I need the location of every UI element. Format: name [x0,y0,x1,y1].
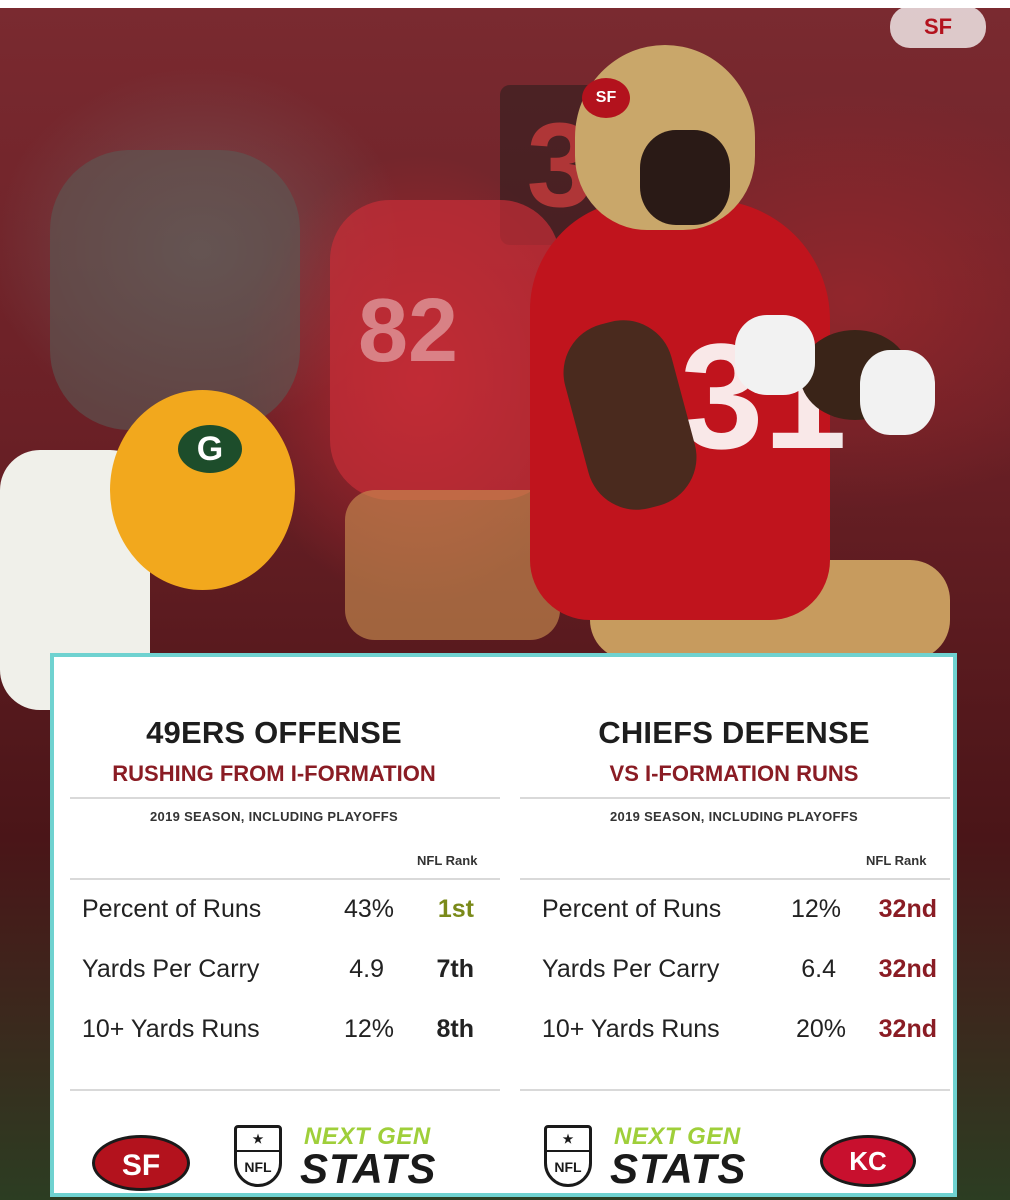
nfl-shield-text: NFL [244,1159,272,1175]
top-border [0,0,1010,8]
background-jersey-number: 82 [358,281,459,381]
stat-label: Yards Per Carry [82,955,260,983]
stat-label: Percent of Runs [542,895,722,923]
right-title: CHIEFS DEFENSE [598,715,870,750]
stat-rank: 32nd [878,1015,937,1043]
right-divider-top [520,797,950,799]
stat-rank: 8th [436,1015,475,1043]
left-divider-mid [70,878,500,880]
nfl-shield-text: NFL [554,1159,582,1175]
stat-value: 12% [790,895,841,923]
left-divider-bottom [70,1089,500,1091]
left-title: 49ERS OFFENSE [146,715,402,750]
left-rank-header: NFL Rank [417,853,478,868]
stat-rank: 1st [437,895,474,923]
stat-value: 6.4 [801,955,836,983]
table-row: 10+ Yards Runs 20% 32nd [514,1015,954,1055]
49ers-logo: SF [92,1135,190,1191]
watermark-logo: SF [890,6,986,48]
stats-panel: 49ERS OFFENSE RUSHING FROM I-FORMATION 2… [50,653,957,1197]
stat-value: 20% [795,1015,846,1043]
stat-rank: 32nd [878,955,937,983]
next-gen-text: NEXT GEN [614,1123,741,1150]
table-row: Percent of Runs 43% 1st [54,895,494,935]
next-gen-text: NEXT GEN [304,1123,431,1150]
stats-text: STATS [610,1145,747,1192]
table-row: 10+ Yards Runs 12% 8th [54,1015,494,1055]
left-season-note: 2019 SEASON, INCLUDING PLAYOFFS [150,809,398,824]
table-row: Yards Per Carry 4.9 7th [54,955,494,995]
stat-label: 10+ Yards Runs [82,1015,260,1043]
nfl-shield-icon: ★ NFL [544,1125,592,1187]
stat-label: Percent of Runs [82,895,262,923]
runner-glove-2 [860,350,935,435]
nfl-shield-icon: ★ NFL [234,1125,282,1187]
right-season-note: 2019 SEASON, INCLUDING PLAYOFFS [610,809,858,824]
table-row: Percent of Runs 12% 32nd [514,895,954,935]
runner-face [640,130,730,225]
table-row: Yards Per Carry 6.4 32nd [514,955,954,995]
background-player-pants [345,490,560,640]
chiefs-logo: KC [820,1135,916,1187]
right-rank-header: NFL Rank [866,853,927,868]
stat-label: 10+ Yards Runs [542,1015,720,1043]
gb-helmet-logo: G [178,425,242,473]
right-divider-bottom [520,1089,950,1091]
background-fan [50,150,300,430]
stat-label: Yards Per Carry [542,955,720,983]
left-subtitle: RUSHING FROM I-FORMATION [112,761,436,786]
stat-rank: 32nd [878,895,937,923]
stat-value: 4.9 [349,955,384,983]
right-subtitle: VS I-FORMATION RUNS [609,761,859,786]
background-player-jersey [330,200,560,500]
defender-helmet [110,390,295,590]
stat-value: 12% [343,1015,394,1043]
stat-value: 43% [343,895,394,923]
stat-rank: 7th [436,955,475,983]
runner-glove [735,315,815,395]
sf-helmet-logo: SF [582,78,630,118]
stats-text: STATS [300,1145,437,1192]
right-divider-mid [520,878,950,880]
left-divider-top [70,797,500,799]
